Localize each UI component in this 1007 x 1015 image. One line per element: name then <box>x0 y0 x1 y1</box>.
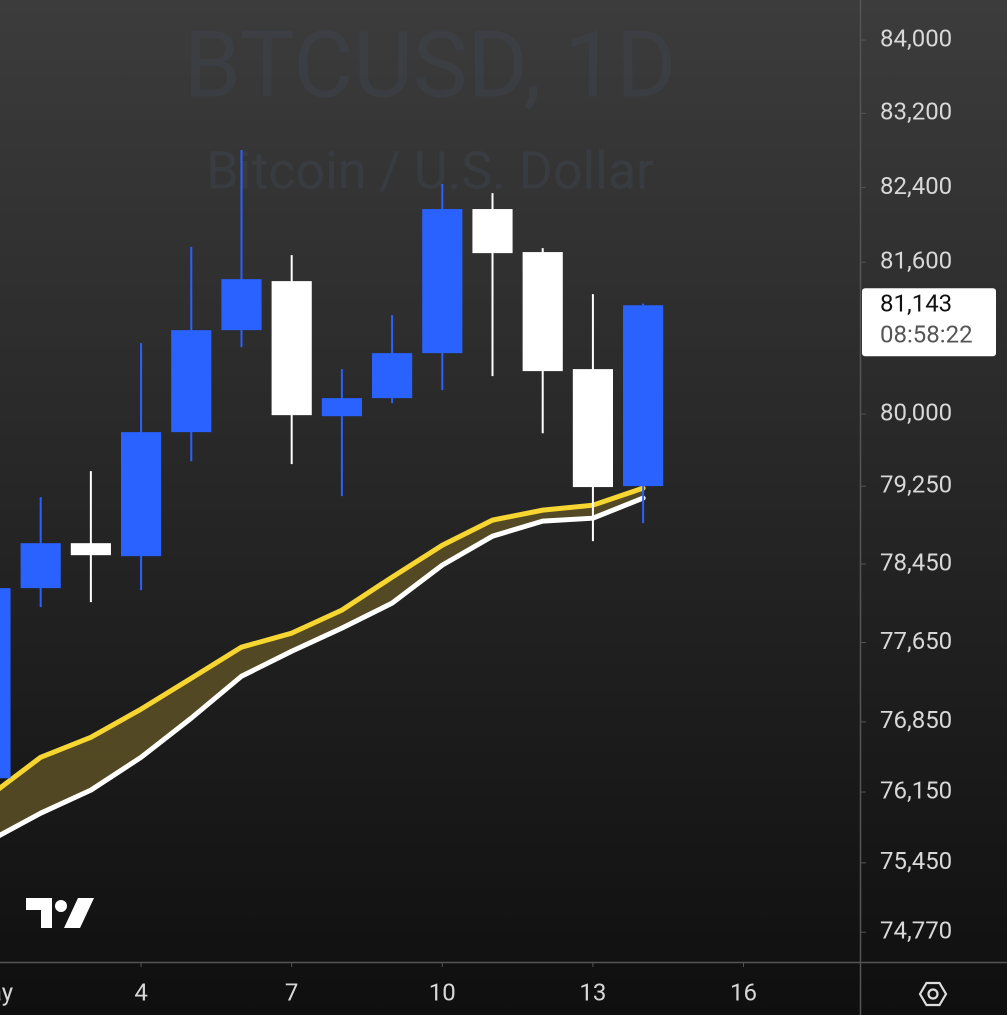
x-tick-label: 4 <box>134 978 148 1006</box>
candle-body <box>472 209 513 254</box>
y-tick-label: 76,850 <box>880 706 952 734</box>
y-tick-label: 81,600 <box>880 247 952 275</box>
x-tick-label: 16 <box>730 978 757 1006</box>
candle-body <box>271 281 312 416</box>
watermark-title: BTCUSD, 1D <box>184 12 677 119</box>
ma-line <box>0 485 646 792</box>
candle-body <box>522 252 563 372</box>
countdown-label: 08:58:22 <box>880 321 973 349</box>
y-tick-label: 80,000 <box>880 398 952 426</box>
settings-icon-center <box>927 988 939 1000</box>
candle-body <box>422 209 463 354</box>
plot-area <box>0 150 664 838</box>
watermark-subtitle: Bitcoin / U.S. Dollar <box>206 141 653 202</box>
last-price-box <box>862 288 996 357</box>
candle-body <box>623 305 664 487</box>
x-tick-label: 13 <box>579 978 606 1006</box>
y-tick-label: 76,150 <box>880 776 952 804</box>
x-tick-label: 7 <box>285 978 299 1006</box>
candle-body <box>372 353 413 399</box>
candle-body <box>20 543 61 589</box>
candle-body <box>70 543 111 556</box>
candle-body <box>120 432 162 557</box>
candle-body <box>321 398 362 417</box>
settings-icon <box>918 981 948 1007</box>
candle-body <box>221 279 262 331</box>
y-tick-label: 82,400 <box>880 172 952 200</box>
y-tick-label: 84,000 <box>880 24 952 52</box>
logo-part <box>55 900 67 912</box>
y-tick-label: 79,250 <box>880 471 952 499</box>
x-tick-label: May <box>0 978 14 1006</box>
candle-body <box>572 369 613 488</box>
logo-part <box>64 898 94 928</box>
last-price-label: 81,143 <box>880 290 952 318</box>
tradingview-logo[interactable] <box>26 898 94 928</box>
y-tick-label: 74,770 <box>880 917 952 945</box>
y-tick-label: 83,200 <box>880 98 952 126</box>
logo-part <box>26 898 52 928</box>
y-tick-label: 78,450 <box>880 548 952 576</box>
y-tick-label: 77,650 <box>880 627 952 655</box>
ma-line <box>0 495 646 838</box>
settings-button[interactable] <box>918 981 948 1007</box>
candle-body <box>0 588 11 779</box>
x-tick-label: 10 <box>429 978 456 1006</box>
candle-body <box>171 330 212 433</box>
y-tick-label: 75,450 <box>880 847 952 875</box>
